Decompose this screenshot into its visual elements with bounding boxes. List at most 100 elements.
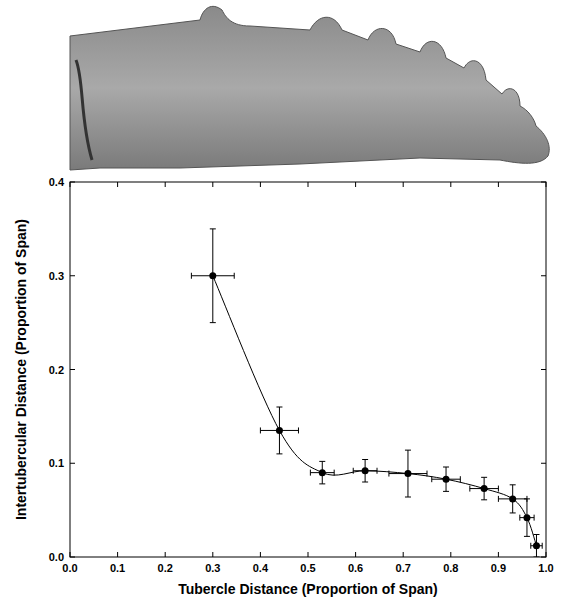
x-tick-label: 0.4 [253,562,269,574]
flipper-detail [76,60,92,160]
chart-root: 0.00.10.20.30.40.50.60.70.80.91.00.00.10… [0,0,569,606]
y-tick-label: 0.0 [49,551,64,563]
y-tick-right [541,369,546,370]
y-tick [70,463,75,464]
y-error-cap [533,557,539,558]
x-tick [117,552,118,557]
y-tick-label: 0.2 [49,364,64,376]
x-tick-top [260,182,261,187]
x-tick-top [403,182,404,187]
x-error-cap [353,468,354,474]
y-error-cap [319,483,325,484]
x-axis-title: Tubercle Distance (Proportion of Span) [178,581,438,597]
x-tick-top [70,182,71,187]
x-error-cap [469,486,470,492]
data-point [533,542,540,549]
y-error-cap [443,467,449,468]
x-error-cap [298,427,299,433]
flipper-image [70,6,549,170]
plot-frame [70,182,546,557]
y-error-cap [481,499,487,500]
data-point [319,469,326,476]
x-tick [355,552,356,557]
x-tick-label: 0.8 [443,562,458,574]
x-error-cap [534,515,535,521]
y-error-cap [319,461,325,462]
y-error-cap [210,228,216,229]
y-error-cap [405,497,411,498]
data-point [481,485,488,492]
x-error-cap [542,543,543,549]
y-error-cap [533,534,539,535]
y-error-cap [443,491,449,492]
x-error-cap [431,476,432,482]
x-tick [212,552,213,557]
y-tick-label: 0.3 [49,270,64,282]
x-tick [403,552,404,557]
x-tick [70,552,71,557]
data-point [443,476,450,483]
y-error-cap [362,459,368,460]
x-error-cap [498,496,499,502]
y-error-cap [362,482,368,483]
y-error-cap [524,536,530,537]
x-tick-top [165,182,166,187]
y-error-cap [510,484,516,485]
y-tick [70,275,75,276]
chart-svg: 0.00.10.20.30.40.50.60.70.80.91.00.00.10… [0,0,569,606]
x-tick-label: 1.0 [538,562,553,574]
y-error-cap [524,498,530,499]
data-point [523,514,530,521]
x-error-cap [427,471,428,477]
x-error-cap [310,470,311,476]
y-error-cap [210,322,216,323]
data-group [191,229,542,557]
x-tick-label: 0.2 [158,562,173,574]
y-error-cap [510,512,516,513]
x-error-cap [519,515,520,521]
x-error-cap [191,273,192,279]
x-tick-top [355,182,356,187]
x-error-cap [530,543,531,549]
x-tick-label: 0.5 [300,562,315,574]
y-error-cap [481,477,487,478]
x-tick [498,552,499,557]
x-tick-top [450,182,451,187]
y-error-cap [276,407,282,408]
x-error-cap [388,471,389,477]
x-error-cap [260,427,261,433]
x-tick [546,552,547,557]
x-tick-top [498,182,499,187]
x-tick-label: 0.9 [491,562,506,574]
data-point [509,495,516,502]
x-tick [450,552,451,557]
y-axis-title: Intertubercular Distance (Proportion of … [13,219,29,520]
x-tick-label: 0.1 [110,562,125,574]
data-point [209,272,216,279]
y-tick-right [541,275,546,276]
x-error-cap [334,470,335,476]
x-tick-label: 0.6 [348,562,363,574]
x-tick [165,552,166,557]
x-error-cap [498,486,499,492]
x-tick-label: 0.3 [205,562,220,574]
y-tick [70,369,75,370]
x-error-cap [460,476,461,482]
y-tick-right [541,182,546,183]
fit-curve [213,276,537,546]
x-error-cap [377,468,378,474]
x-error-cap [234,273,235,279]
x-tick-top [212,182,213,187]
x-tick [308,552,309,557]
x-tick-top [546,182,547,187]
data-point [362,467,369,474]
y-error-cap [405,450,411,451]
y-tick-label: 0.1 [49,457,64,469]
x-tick-label: 0.0 [62,562,77,574]
x-tick-top [308,182,309,187]
y-tick-label: 0.4 [49,176,65,188]
y-error-cap [276,453,282,454]
y-tick-right [541,463,546,464]
y-tick-right [541,557,546,558]
x-tick [260,552,261,557]
